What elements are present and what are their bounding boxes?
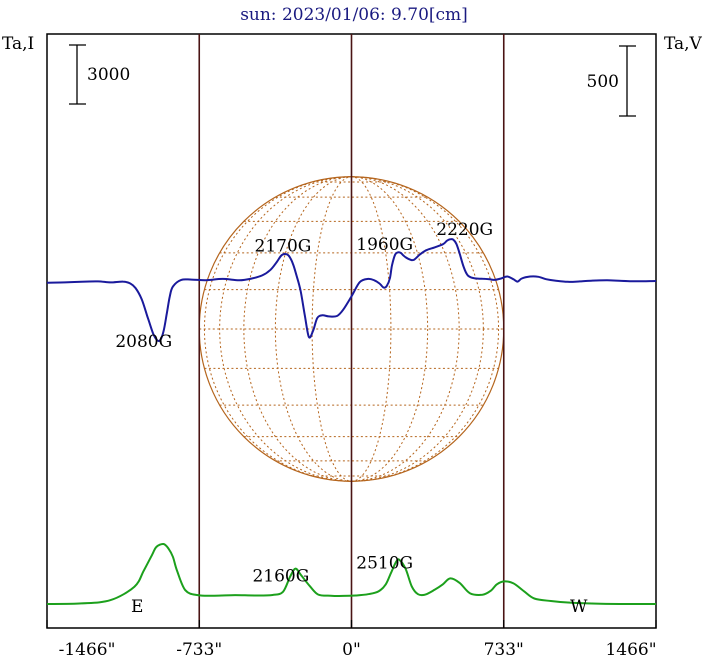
longitude-gridline [274,176,429,482]
y-left-label: Ta,I [2,34,34,54]
field-annotation: 2510G [356,554,413,574]
y-right-label: Ta,V [664,34,703,54]
field-annotation: 2080G [115,332,172,352]
series-I-line [46,542,656,605]
field-annotation: 2220G [436,220,493,240]
longitude-gridline [219,176,484,482]
left-scale-bar: 3000 [69,44,130,105]
x-tick-label: 0" [342,640,361,660]
field-annotation: 1960G [356,235,413,255]
series-V-line [46,238,657,343]
chart-title: sun: 2023/01/06: 9.70[cm] [240,5,468,25]
x-tick-label: 1466" [605,640,656,660]
annotation-layer: 2080G 2170G 2160G 1960G 2220G 2510G [115,220,493,587]
x-tick-label: 733" [484,640,524,660]
west-limb-label: W [570,597,588,617]
x-tick-label: -1466" [59,640,116,660]
field-annotation: 2160G [252,566,309,586]
series-layer [46,238,657,605]
x-tick-label: -733" [176,640,222,660]
east-limb-label: E [131,597,143,617]
reference-lines [198,34,505,628]
x-axis-ticks: -1466" -733" 0" 733" 1466" [46,620,657,660]
field-annotation: 2170G [255,237,312,257]
left-scale-value: 3000 [87,65,130,85]
right-scale-bar: 500 [587,45,636,117]
right-scale-value: 500 [587,72,619,92]
